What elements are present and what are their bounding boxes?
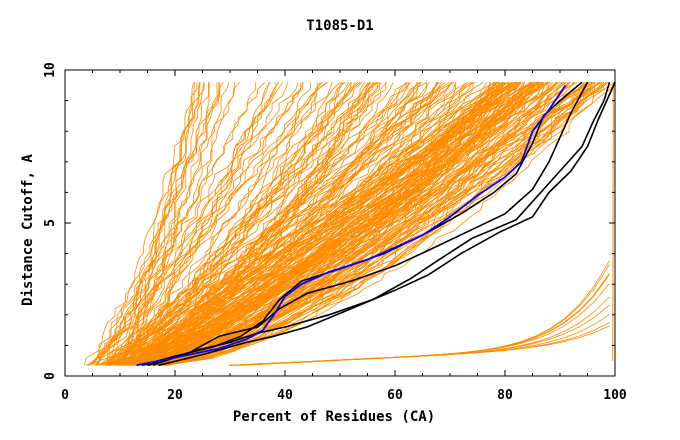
model-curve [120, 82, 303, 366]
model-curve [143, 82, 504, 366]
model-curve [154, 82, 588, 366]
highlight-curve-black [152, 81, 611, 367]
highlight-curve-black [147, 81, 589, 367]
model-curve [108, 81, 388, 366]
y-tick-label: 0 [43, 372, 58, 380]
y-tick-label: 10 [43, 62, 58, 78]
highlight-curve-black [141, 81, 583, 367]
highlight-curve-blue [136, 84, 567, 367]
model-curve [163, 82, 538, 366]
model-curve [84, 81, 224, 366]
model-curve [149, 82, 456, 366]
model-curve [142, 81, 520, 366]
x-tick-label: 20 [167, 388, 183, 403]
model-curve [154, 81, 616, 366]
model-curve [116, 82, 302, 366]
model-curve [106, 81, 504, 366]
model-curve [125, 81, 430, 366]
model-curve [612, 82, 614, 361]
model-curve [134, 81, 343, 366]
model-curve [149, 81, 538, 366]
model-curve [119, 81, 280, 366]
model-curve [137, 81, 446, 366]
model-curve [150, 81, 341, 366]
chart-title: T1085-D1 [306, 18, 373, 34]
model-curve [103, 82, 321, 366]
model-curve [138, 82, 355, 366]
model-curve [230, 274, 610, 366]
model-curve [116, 81, 452, 366]
model-curve [141, 81, 514, 366]
model-curve [107, 81, 453, 366]
model-curve [128, 81, 561, 366]
model-curve [158, 81, 515, 366]
model-curve [125, 81, 601, 366]
y-tick-label: 5 [43, 219, 58, 227]
model-curve [147, 81, 522, 366]
model-curve [130, 82, 311, 366]
model-curve [94, 82, 289, 366]
model-curve [146, 81, 365, 366]
model-curve [149, 81, 413, 366]
axis-ticks: 0 20 40 60 80 100 0 5 10 [43, 62, 627, 403]
model-curve [117, 81, 553, 366]
x-tick-label: 100 [603, 388, 627, 403]
highlight-curve-black [158, 81, 616, 367]
model-curve [240, 314, 610, 366]
model-curve [102, 81, 382, 366]
model-curve [125, 82, 277, 366]
model-curve [124, 82, 550, 366]
model-curve [124, 82, 200, 366]
model-curve [109, 82, 427, 366]
x-axis-label: Percent of Residues (CA) [233, 409, 435, 425]
model-curve [118, 81, 609, 366]
model-curve [149, 81, 522, 366]
x-tick-label: 0 [61, 388, 69, 403]
model-curve [93, 82, 333, 366]
model-curve [128, 81, 503, 366]
model-curve [131, 81, 476, 366]
model-curve [106, 82, 304, 366]
model-curve [87, 82, 198, 366]
model-curve [149, 81, 559, 366]
y-axis-label: Distance Cutoff, A [20, 154, 36, 306]
model-curve [123, 82, 230, 366]
x-tick-label: 80 [497, 388, 513, 403]
model-curve [129, 81, 497, 366]
model-curve [140, 81, 410, 366]
model-curve [169, 81, 567, 366]
model-curve [122, 82, 218, 366]
model-curve [144, 81, 428, 366]
model-curve [118, 82, 194, 366]
model-curve [96, 82, 235, 366]
x-tick-label: 60 [387, 388, 403, 403]
model-curve [106, 82, 438, 366]
model-curve [140, 81, 597, 366]
model-curve [144, 81, 539, 366]
model-curve [113, 81, 532, 366]
model-curve [102, 81, 284, 366]
model-curve [151, 82, 605, 366]
x-tick-label: 40 [277, 388, 293, 403]
model-curves [84, 81, 616, 366]
highlighted-curves [136, 81, 616, 367]
